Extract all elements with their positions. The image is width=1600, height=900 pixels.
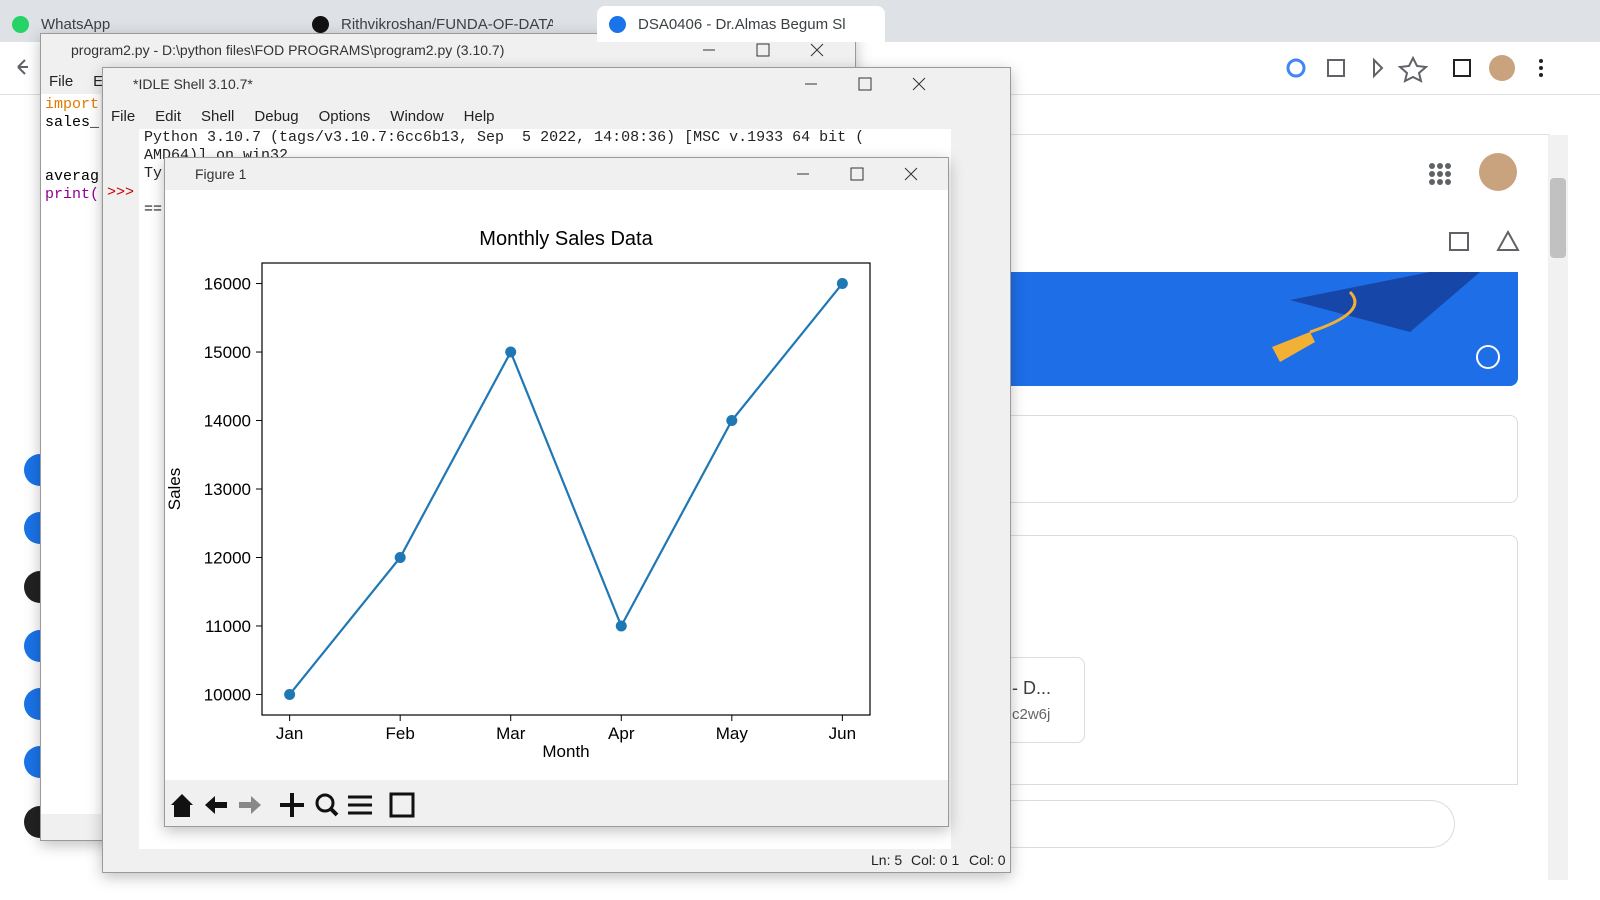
chart-title: Monthly Sales Data (479, 228, 653, 250)
x-tick-label: Jun (829, 724, 856, 743)
figure-title: Figure 1 (195, 166, 247, 182)
y-tick-label: 15000 (204, 343, 251, 362)
banner-art (1272, 272, 1500, 369)
menu-item[interactable]: Shell (201, 108, 235, 125)
tab-label: WhatsApp (41, 15, 111, 33)
x-tick-label: Jan (276, 724, 303, 743)
shell-line: Ty (144, 165, 163, 182)
post-card (1010, 535, 1518, 785)
data-point (836, 278, 848, 290)
status-item: Col: 0 1 (911, 852, 960, 868)
y-tick-label: 16000 (204, 275, 251, 294)
y-tick-label: 10000 (204, 685, 251, 704)
x-tick-label: Feb (386, 724, 415, 743)
left-rail (17, 59, 40, 838)
comment-box[interactable] (1010, 800, 1455, 848)
data-point (394, 551, 406, 563)
code-line: print( (45, 186, 100, 203)
menu-item[interactable]: File (111, 108, 136, 125)
shell-scrollbar (989, 129, 1009, 849)
code-line: import (45, 96, 100, 113)
attachment-subtitle: c2w6j (1012, 706, 1051, 723)
y-tick-label: 14000 (204, 412, 251, 431)
data-point (284, 688, 296, 700)
menu-item[interactable]: Window (390, 108, 444, 125)
y-axis-label: Sales (165, 468, 184, 511)
menu-item[interactable]: Edit (155, 108, 182, 125)
attachment-card[interactable]: - D... c2w6j (1010, 657, 1085, 743)
menu-item[interactable]: Options (318, 108, 371, 125)
y-tick-label: 13000 (204, 480, 251, 499)
figure-toolbar[interactable] (165, 781, 425, 827)
menu-item[interactable]: Debug (254, 108, 299, 125)
data-point (726, 415, 738, 427)
status-item: Ln: 5 (871, 852, 903, 868)
data-point (615, 620, 627, 632)
x-axis-label: Month (542, 742, 589, 761)
class-banner (1010, 272, 1518, 386)
status-item: Col: 0 (969, 852, 1006, 868)
announce-card[interactable] (1010, 415, 1518, 503)
x-tick-label: Mar (496, 724, 526, 743)
x-tick-label: Apr (608, 724, 635, 743)
editor-text: import sales_averag print( (41, 94, 101, 814)
shell-menu: File Edit Shell Debug Options Window Help (111, 108, 515, 125)
window-controls[interactable] (795, 158, 935, 190)
browser-tab[interactable]: WhatsApp (0, 6, 295, 42)
menu-item[interactable]: Help (463, 108, 495, 125)
data-point (505, 346, 517, 358)
browser-icons (1429, 153, 1520, 251)
code-line: sales_ (45, 114, 100, 131)
scrollbar (1548, 135, 1568, 880)
shell-prompt: >>> (107, 184, 135, 201)
menu-item[interactable]: File (49, 73, 74, 90)
code-line: averag (45, 168, 100, 185)
attachment-title: - D... (1012, 678, 1051, 698)
status-bar: Ln: 5 Col: 0 1 Col: 0 (103, 850, 1010, 872)
shell-title: *IDLE Shell 3.10.7* (133, 76, 253, 92)
tab-label: DSA0406 - Dr.Almas Begum Slo (638, 15, 846, 33)
browser-tab[interactable]: Rithvikroshan/FUNDA-OF-DATA (300, 6, 592, 42)
shell-line: == (144, 201, 163, 218)
tab-icon (312, 15, 329, 33)
data-line (288, 282, 844, 696)
x-tick-label: May (716, 724, 749, 743)
chart: Monthly Sales Data Month Sales 10000 1100… (165, 190, 948, 780)
window-controls[interactable] (803, 68, 943, 100)
tab-icon (12, 15, 29, 33)
toolbar-icons (1286, 55, 1543, 83)
tab-icon (609, 15, 626, 33)
shell-line: Python 3.10.7 (tags/v3.10.7:6cc6b13, Sep… (144, 129, 865, 146)
editor-title: program2.py - D:\python files\FOD PROGRA… (71, 42, 505, 58)
browser-tab[interactable]: DSA0406 - Dr.Almas Begum Slo (597, 6, 885, 42)
y-tick-label: 11000 (205, 617, 251, 636)
divider (1010, 134, 1550, 135)
window-controls[interactable] (701, 34, 841, 66)
tab-label: Rithvikroshan/FUNDA-OF-DATA (341, 15, 553, 33)
y-tick-label: 12000 (204, 548, 251, 567)
